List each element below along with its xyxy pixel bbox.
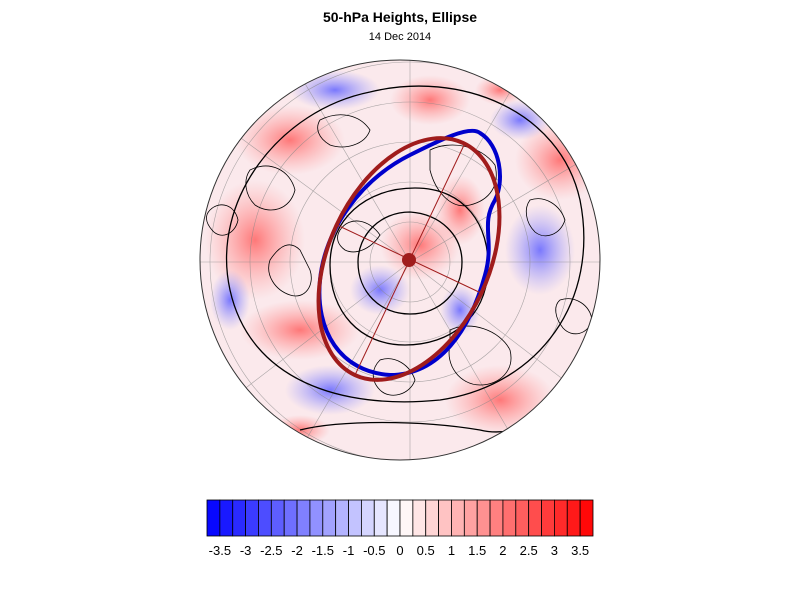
- colorbar-box: [489, 499, 504, 537]
- colorbar-tick-label: 0.5: [416, 543, 435, 558]
- colorbar-box: [515, 499, 530, 537]
- colorbar-box: [360, 499, 375, 537]
- colorbar-box: [283, 499, 298, 537]
- colorbar-tick-label: 1: [447, 543, 456, 558]
- globe-outline: [199, 59, 601, 461]
- colorbar-tick-label: 2: [499, 543, 507, 558]
- polar-vortex-contour: [317, 128, 502, 378]
- colorbar-tick-label: -2: [291, 543, 303, 558]
- colorbar-tick-label: -2.5: [260, 543, 283, 558]
- colorbar-tick-label: -1.5: [311, 543, 334, 558]
- coastlines: [206, 114, 593, 396]
- colorbar-box: [232, 499, 247, 537]
- colorbar-tick-label: -0.5: [363, 543, 386, 558]
- globe: [199, 59, 601, 461]
- colorbar-box: [554, 499, 568, 537]
- colorbar-box: [541, 499, 555, 537]
- map-date: 14 Dec 2014: [368, 31, 432, 43]
- ellipse-overlay: [316, 128, 502, 382]
- colorbar-box: [451, 499, 465, 537]
- colorbar-box: [373, 499, 388, 537]
- colorbar-box: [335, 499, 349, 537]
- colorbar-box: [399, 499, 414, 537]
- colorbar-tick-label: -3.5: [208, 543, 232, 558]
- colorbar-tick-label: -1: [342, 543, 355, 558]
- colorbar-box: [528, 499, 542, 537]
- colorbar-box: [270, 499, 285, 537]
- colorbar-tick-label: 2.5: [519, 543, 538, 558]
- colorbar-tick-label: 0: [396, 543, 404, 558]
- colorbar-box: [206, 499, 221, 537]
- colorbar-box: [219, 499, 234, 537]
- colorbar-tick-label: 1.5: [468, 543, 487, 558]
- colorbar-box: [322, 499, 337, 537]
- colorbar-box: [566, 499, 581, 537]
- map-title: 50-hPa Heights, Ellipse: [322, 9, 478, 25]
- ellipse-center-marker: [402, 253, 416, 267]
- colorbar-box: [296, 499, 311, 537]
- colorbar-box: [309, 499, 324, 537]
- colorbar-box: [245, 499, 259, 537]
- colorbar-box: [463, 499, 478, 537]
- colorbar-box: [412, 499, 427, 537]
- colorbar-box: [258, 499, 272, 537]
- colorbar-box: [425, 499, 440, 537]
- fitted-ellipse: [316, 136, 502, 382]
- colorbar-box: [579, 499, 594, 537]
- colorbar-tick-label: 3: [550, 543, 559, 558]
- colorbar-box: [476, 499, 491, 537]
- colorbar-box: [438, 499, 452, 537]
- anomaly-shading: [205, 70, 600, 445]
- colorbar-box: [386, 499, 401, 537]
- colorbar-box: [502, 499, 517, 537]
- colorbar: [206, 499, 594, 537]
- colorbar-box: [348, 499, 362, 537]
- colorbar-tick-label: 3.5: [571, 543, 590, 558]
- colorbar-tick-label: -3: [239, 543, 252, 558]
